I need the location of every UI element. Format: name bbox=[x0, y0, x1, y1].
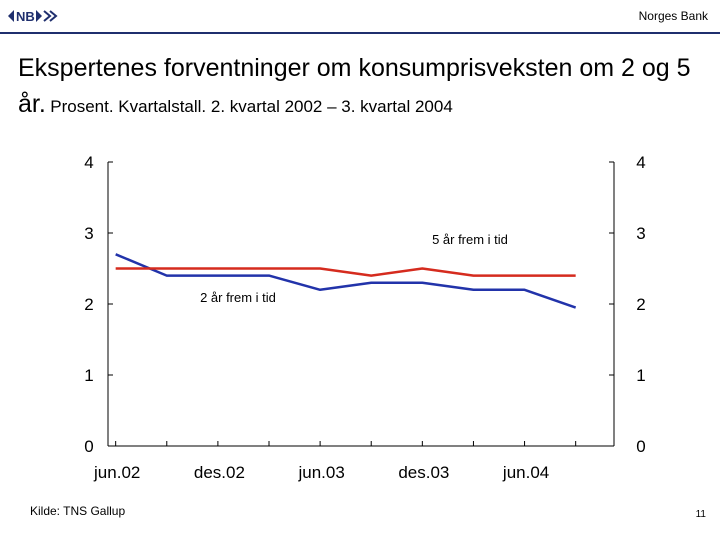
y-tick-label-right: 0 bbox=[636, 437, 645, 456]
y-tick-label-right: 1 bbox=[636, 366, 645, 385]
header-rule bbox=[0, 32, 720, 34]
y-tick-label-left: 1 bbox=[84, 366, 93, 385]
y-tick-label-left: 0 bbox=[84, 437, 93, 456]
series-label-2yr: 2 år frem i tid bbox=[200, 290, 276, 305]
x-tick-label: jun.03 bbox=[297, 463, 344, 482]
x-tick-label: jun.02 bbox=[93, 463, 140, 482]
y-tick-label-left: 3 bbox=[84, 224, 93, 243]
series-line-2yr bbox=[115, 253, 577, 309]
title-main: Ekspertenes forventninger om konsumprisv… bbox=[18, 54, 691, 118]
y-tick-label-right: 4 bbox=[636, 153, 645, 172]
svg-text:NB: NB bbox=[16, 9, 35, 24]
y-tick-label-left: 4 bbox=[84, 153, 93, 172]
y-tick-label-left: 2 bbox=[84, 295, 93, 314]
brand-name: Norges Bank bbox=[638, 9, 708, 23]
x-tick-label: des.03 bbox=[398, 463, 449, 482]
line-chart: 0 0 1 1 2 2 3 3 4 4 jun.02 des.02 jun.03 des.03 jun.04… bbox=[84, 153, 645, 482]
series-line-5yr bbox=[115, 267, 576, 277]
series-label-5yr: 5 år frem i tid bbox=[432, 232, 508, 247]
slide-title: Ekspertenes forventninger om konsumprisv… bbox=[18, 52, 708, 124]
source-note: Kilde: TNS Gallup bbox=[30, 504, 126, 518]
norges-bank-logo-icon: NB bbox=[8, 9, 58, 24]
title-subtitle: Prosent. Kvartalstall. 2. kvartal 2002 –… bbox=[50, 97, 453, 116]
x-tick-label: des.02 bbox=[194, 463, 245, 482]
x-tick-label: jun.04 bbox=[502, 463, 549, 482]
y-tick-label-right: 2 bbox=[636, 295, 645, 314]
page-number: 11 bbox=[695, 509, 706, 520]
y-tick-label-right: 3 bbox=[636, 224, 645, 243]
